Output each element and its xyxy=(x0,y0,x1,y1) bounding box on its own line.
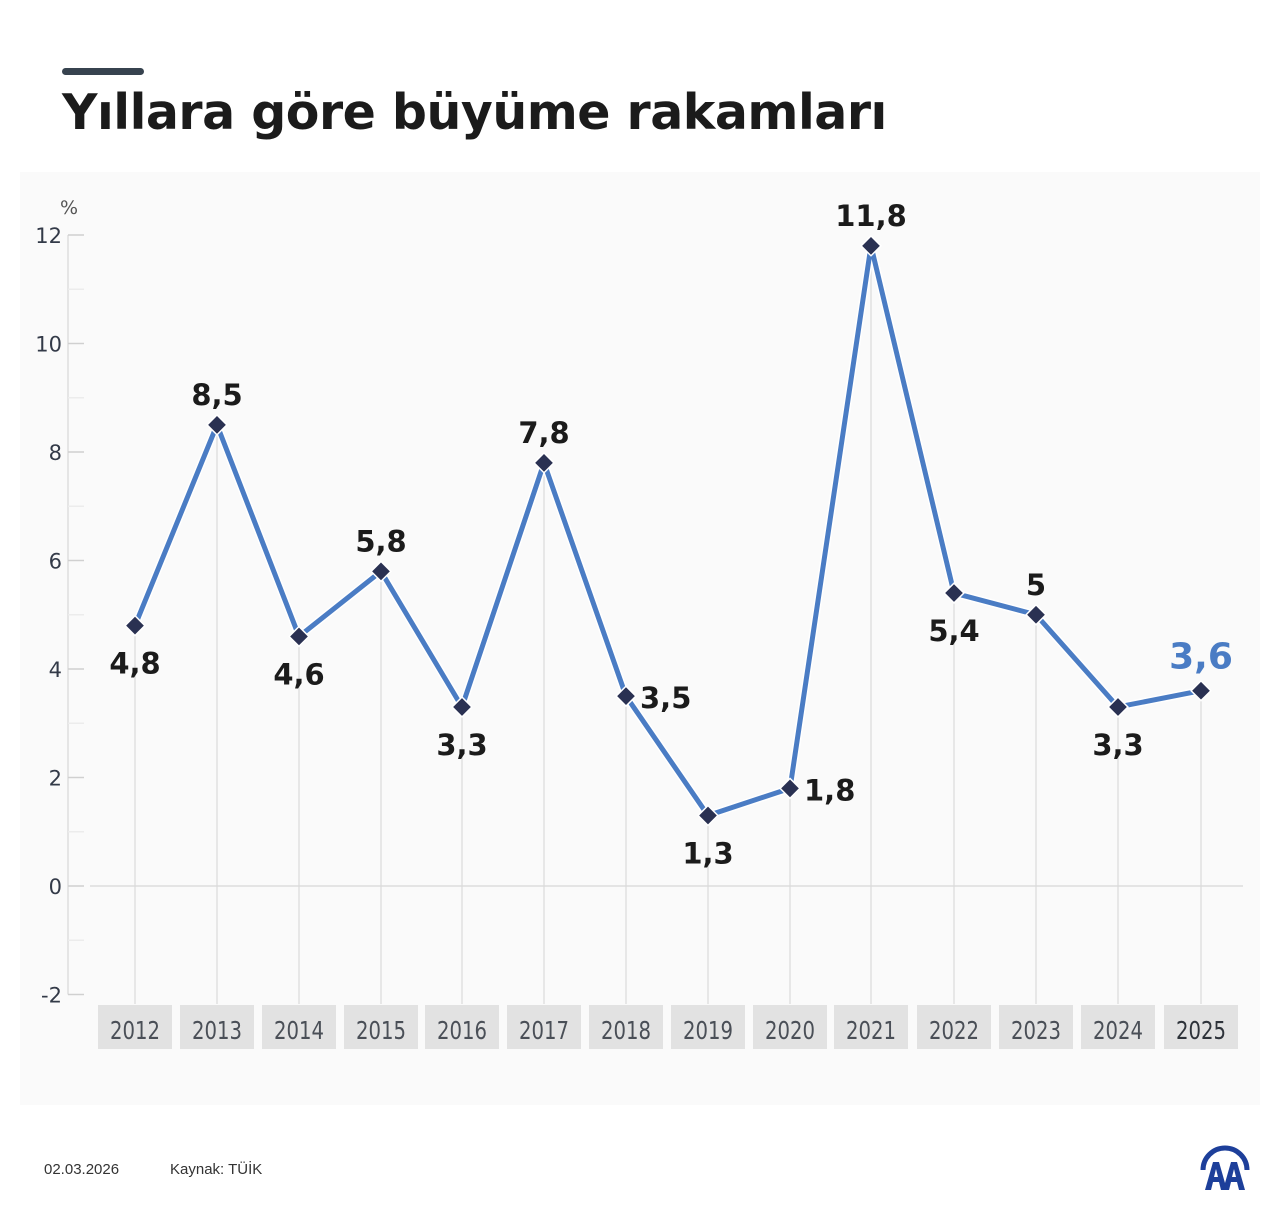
x-category-2018: 2018 xyxy=(589,1005,663,1049)
x-category-2024: 2024 xyxy=(1081,1005,1155,1049)
x-category-2021: 2021 xyxy=(834,1005,908,1049)
svg-text:2013: 2013 xyxy=(192,1016,242,1045)
growth-series-line xyxy=(132,243,1202,818)
data-point-marker xyxy=(1190,679,1212,702)
y-tick-label: 12 xyxy=(35,224,62,248)
data-label-2023: 5 xyxy=(1026,568,1046,602)
y-axis-unit: % xyxy=(60,197,78,219)
data-label-2025: 3,6 xyxy=(1169,637,1233,678)
x-category-2013: 2013 xyxy=(180,1005,254,1049)
data-point-marker xyxy=(1107,696,1129,718)
series-line-outline xyxy=(131,241,1202,820)
y-tick-label: 4 xyxy=(49,658,62,682)
y-tick-label: 8 xyxy=(49,441,62,465)
svg-text:2018: 2018 xyxy=(601,1016,651,1045)
data-point-marker xyxy=(451,696,473,718)
data-point-marker xyxy=(1025,603,1047,626)
title-accent-bar xyxy=(62,68,144,75)
svg-text:2025: 2025 xyxy=(1176,1016,1226,1045)
svg-text:2015: 2015 xyxy=(356,1016,406,1045)
svg-text:2014: 2014 xyxy=(274,1016,324,1045)
svg-text:2023: 2023 xyxy=(1011,1016,1061,1045)
data-point-marker xyxy=(615,685,637,708)
x-category-2022: 2022 xyxy=(917,1005,991,1049)
data-label-2024: 3,3 xyxy=(1092,728,1143,762)
data-point-marker xyxy=(779,777,801,800)
x-category-2012: 2012 xyxy=(98,1005,172,1049)
x-category-2023: 2023 xyxy=(999,1005,1073,1049)
data-label-2021: 11,8 xyxy=(835,199,907,233)
data-label-2012: 4,8 xyxy=(109,647,160,681)
data-label-2018: 3,5 xyxy=(640,681,691,715)
x-category-2025: 2025 xyxy=(1164,1005,1238,1049)
data-point-marker xyxy=(370,560,392,583)
svg-text:2017: 2017 xyxy=(519,1016,569,1045)
x-category-2014: 2014 xyxy=(262,1005,336,1049)
data-label-2022: 5,4 xyxy=(928,614,979,648)
x-category-2016: 2016 xyxy=(425,1005,499,1049)
x-category-2020: 2020 xyxy=(753,1005,827,1049)
svg-text:2012: 2012 xyxy=(110,1016,160,1045)
data-point-marker xyxy=(697,804,719,827)
data-label-2016: 3,3 xyxy=(436,728,487,762)
data-point-marker xyxy=(288,625,310,648)
data-label-2017: 7,8 xyxy=(518,416,569,450)
y-tick-label: -2 xyxy=(41,984,62,1008)
source-credit: Kaynak: TÜİK xyxy=(170,1161,263,1178)
x-category-2019: 2019 xyxy=(671,1005,745,1049)
svg-text:2024: 2024 xyxy=(1093,1016,1143,1045)
data-label-2013: 8,5 xyxy=(191,378,242,412)
y-tick-label: 2 xyxy=(49,767,62,791)
x-category-2017: 2017 xyxy=(507,1005,581,1049)
aa-logo-icon xyxy=(1200,1145,1250,1190)
data-point-marker xyxy=(206,413,228,436)
data-point-marker xyxy=(533,451,555,474)
y-tick-label: 6 xyxy=(49,550,62,574)
data-point-marker xyxy=(860,234,882,257)
data-point-marker xyxy=(943,582,965,605)
publish-date: 02.03.2026 xyxy=(44,1161,120,1178)
data-label-2015: 5,8 xyxy=(355,524,406,558)
data-point-marker xyxy=(124,614,146,637)
svg-text:2021: 2021 xyxy=(846,1016,896,1045)
x-category-2015: 2015 xyxy=(344,1005,418,1049)
data-label-2014: 4,6 xyxy=(273,657,324,691)
svg-text:2016: 2016 xyxy=(437,1016,487,1045)
svg-text:2022: 2022 xyxy=(929,1016,979,1045)
svg-text:2020: 2020 xyxy=(765,1016,815,1045)
svg-text:2019: 2019 xyxy=(683,1016,733,1045)
page-title: Yıllara göre büyüme rakamları xyxy=(62,84,887,141)
data-label-2019: 1,3 xyxy=(682,836,733,870)
data-label-2020: 1,8 xyxy=(804,773,855,807)
y-tick-label: 10 xyxy=(35,333,62,357)
y-tick-label: 0 xyxy=(49,875,62,899)
